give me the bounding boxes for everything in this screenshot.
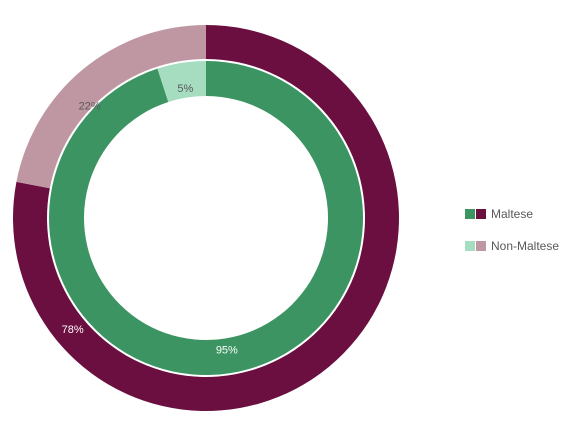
- inner-ring-label-non-maltese: 5%: [177, 83, 193, 95]
- outer-ring-slice-non-maltese: [16, 25, 206, 189]
- outer-ring-label-maltese: 78%: [62, 324, 84, 336]
- outer-ring-label-non-maltese: 22%: [79, 100, 101, 112]
- legend-swatch-non-maltese-inner: [465, 241, 475, 251]
- inner-ring-label-maltese: 95%: [216, 345, 238, 357]
- inner-ring-slice-non-maltese: [157, 61, 206, 102]
- legend-swatch-maltese-inner: [465, 209, 475, 219]
- legend-entry-non-maltese: Non-Maltese: [465, 237, 559, 255]
- legend-entry-maltese: Maltese: [465, 205, 559, 223]
- legend-label-non-maltese: Non-Maltese: [491, 239, 560, 253]
- legend-swatch-maltese-outer: [476, 209, 486, 219]
- legend-label-maltese: Maltese: [491, 207, 534, 221]
- legend-swatch-non-maltese-outer: [476, 241, 486, 251]
- chart-legend: Maltese Non-Maltese: [465, 205, 559, 269]
